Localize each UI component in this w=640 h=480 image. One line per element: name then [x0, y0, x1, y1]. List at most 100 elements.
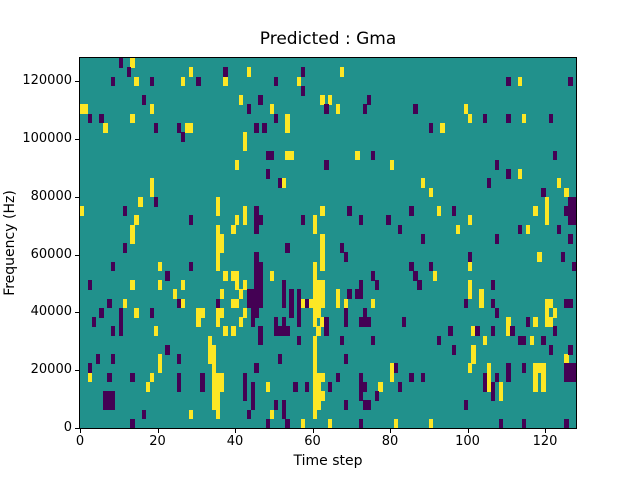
y-tick-mark [75, 312, 79, 314]
heatmap-cell [242, 381, 248, 392]
heatmap-cell [215, 409, 221, 420]
heatmap-cell [320, 372, 325, 383]
heatmap-cell [130, 113, 135, 124]
heatmap-cell [250, 298, 255, 309]
heatmap-cell [258, 95, 263, 105]
heatmap-cell [564, 187, 569, 198]
heatmap-cell [564, 363, 569, 374]
heatmap-cell [506, 317, 511, 327]
heatmap-cell [285, 122, 290, 133]
heatmap-cell [521, 363, 527, 374]
y-tick-label: 20000 [30, 362, 72, 378]
heatmap-cell [506, 326, 511, 337]
heatmap-cell [157, 280, 162, 290]
heatmap-cell [238, 317, 244, 327]
heatmap-cell [548, 298, 554, 309]
heatmap-cell [568, 372, 573, 383]
y-tick-label: 0 [63, 420, 72, 435]
heatmap-cell [316, 381, 321, 392]
heatmap-cell [269, 104, 275, 115]
heatmap-cell [452, 344, 457, 355]
heatmap-cell [138, 196, 143, 207]
heatmap-cell [393, 418, 399, 428]
heatmap-cell [359, 215, 364, 226]
heatmap-cell [312, 400, 317, 411]
heatmap-cell [149, 104, 155, 115]
heatmap-cell [188, 261, 193, 272]
heatmap-cell [362, 307, 368, 318]
heatmap-cell [533, 206, 538, 216]
heatmap-cell [149, 307, 155, 318]
heatmap-cell [324, 326, 329, 337]
heatmap-cell [521, 335, 527, 346]
heatmap-cell [463, 104, 469, 115]
heatmap-cell [312, 381, 317, 392]
x-tick-label: 60 [304, 434, 321, 449]
heatmap-cell [258, 326, 263, 337]
heatmap-cell [211, 391, 217, 401]
y-tick-mark [75, 138, 79, 140]
heatmap-cell [506, 363, 511, 374]
heatmap-cell [266, 381, 271, 392]
heatmap-cell [176, 372, 182, 383]
heatmap-cell [467, 215, 472, 226]
heatmap-cell [269, 150, 275, 161]
heatmap-cell [111, 326, 116, 337]
heatmap-cell [304, 298, 310, 309]
heatmap-cell [196, 76, 201, 87]
heatmap-cell [281, 400, 286, 411]
heatmap-cell [498, 391, 503, 401]
heatmap-cell [87, 372, 93, 383]
heatmap-cell [242, 307, 248, 318]
heatmap-cell [490, 280, 496, 290]
heatmap-cell [273, 76, 279, 87]
heatmap-cell [545, 298, 550, 309]
heatmap-cell [80, 104, 85, 115]
heatmap-cell [428, 187, 434, 198]
heatmap-cell [134, 215, 139, 226]
heatmap-cell [541, 363, 546, 374]
heatmap-cell [83, 104, 89, 115]
heatmap-cell [556, 224, 562, 235]
heatmap-cell [506, 169, 511, 179]
heatmap-cell [498, 381, 503, 392]
heatmap-cell [254, 252, 259, 263]
heatmap-cell [165, 270, 170, 281]
heatmap-cell [246, 289, 252, 300]
heatmap-cell [486, 372, 492, 383]
heatmap-cell [107, 298, 112, 309]
heatmap-cell [289, 289, 294, 300]
heatmap-cell [200, 381, 205, 392]
heatmap-cell [568, 233, 573, 244]
heatmap-cell [95, 354, 100, 364]
heatmap-cell [111, 400, 116, 411]
heatmap-cell [312, 215, 317, 226]
heatmap-cell [440, 122, 445, 133]
heatmap-cell [556, 178, 562, 189]
heatmap-cell [219, 381, 224, 392]
heatmap-cell [122, 206, 128, 216]
heatmap-cell [242, 215, 248, 226]
heatmap-cell [149, 372, 155, 383]
heatmap-cell [471, 354, 476, 364]
heatmap-cell [421, 178, 426, 189]
heatmap-cell [107, 391, 112, 401]
heatmap-cell [130, 58, 135, 68]
heatmap-cell [103, 400, 108, 411]
heatmap-cell [111, 354, 116, 364]
heatmap-cell [277, 354, 283, 364]
heatmap-cell [254, 363, 259, 374]
heatmap-cell [312, 280, 317, 290]
heatmap-cell [180, 76, 186, 87]
heatmap-cell [122, 243, 128, 253]
heatmap-cell [250, 317, 255, 327]
heatmap-cell [297, 307, 302, 318]
heatmap-cell [87, 113, 93, 124]
heatmap-cell [370, 335, 376, 346]
heatmap-cell [355, 150, 360, 161]
heatmap-cell [118, 326, 124, 337]
heatmap-cell [111, 261, 116, 272]
heatmap-cell [300, 67, 306, 78]
heatmap-cell [157, 261, 162, 272]
heatmap-cell [339, 335, 345, 346]
